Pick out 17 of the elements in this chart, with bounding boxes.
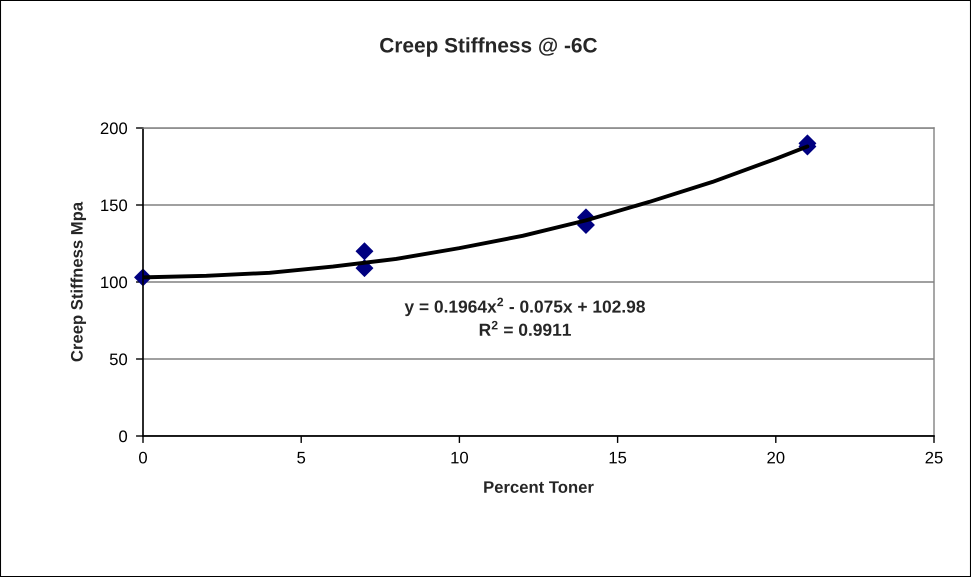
x-tick-label: 15	[610, 452, 626, 464]
x-tick-label: 20	[767, 452, 784, 464]
x-tick-label: 10	[451, 452, 468, 464]
annotation: R$^{2}$ = 0.9911	[480, 320, 571, 336]
annotation: y = 0.1964x$^{2}$ - 0.075x + 102.98	[404, 298, 645, 316]
point	[356, 242, 374, 260]
x-tick-label: 5	[297, 452, 306, 464]
x-tick-label: 25	[926, 452, 943, 464]
y-tick-label: 50	[110, 353, 128, 366]
y-tick-label: 100	[101, 276, 128, 288]
y-tick-label: 200	[100, 122, 128, 134]
x-tick-label: 0	[139, 452, 147, 464]
chart-title: Creep Stiffness @ -6C	[380, 37, 597, 57]
y-tick-label: 150	[101, 199, 128, 212]
y-axis-title: Creep Stiffness Mpa	[70, 202, 86, 362]
y-tick-label: 0	[119, 430, 128, 442]
x-axis-title: Percent Toner	[484, 481, 594, 493]
